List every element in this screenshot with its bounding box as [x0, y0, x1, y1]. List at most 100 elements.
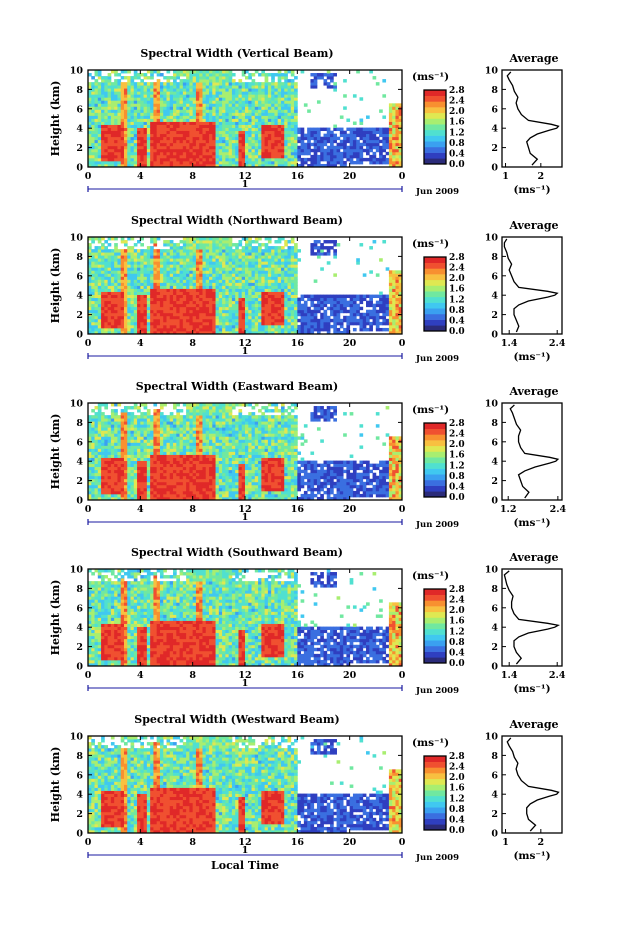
heatmap-cell — [97, 127, 102, 132]
heatmap-cell — [320, 243, 324, 247]
heatmap-cell — [182, 309, 187, 314]
heatmap-cell — [231, 327, 236, 332]
heatmap-cell — [290, 142, 295, 147]
heatmap-cell — [130, 124, 135, 128]
heatmap-cell — [189, 133, 194, 138]
heatmap-cell — [130, 106, 135, 110]
heatmap-cell — [137, 276, 141, 280]
heatmap-cell — [228, 243, 233, 247]
heatmap-cell — [310, 85, 315, 89]
heatmap-cell — [379, 154, 383, 159]
heatmap-cell — [173, 306, 177, 311]
colorbar-tick-label: 1.6 — [449, 118, 465, 128]
heatmap-cell — [97, 112, 102, 116]
heatmap-cell — [280, 279, 285, 283]
heatmap-cell — [176, 321, 180, 326]
heatmap-cell — [140, 258, 144, 262]
heatmap-cell — [166, 109, 171, 113]
heatmap-cell — [179, 85, 184, 89]
heatmap-cell — [303, 306, 308, 311]
heatmap-cell — [182, 312, 187, 317]
heatmap-cell — [166, 309, 171, 314]
heatmap-cell — [176, 154, 180, 159]
heatmap-cell — [176, 106, 180, 110]
heatmap-cell — [97, 306, 102, 311]
heatmap-cell — [91, 118, 95, 122]
heatmap-cell — [143, 136, 148, 141]
heatmap-cell — [326, 306, 331, 311]
heatmap-cell — [159, 258, 164, 262]
heatmap-cell — [133, 154, 138, 159]
heatmap-cell — [169, 100, 174, 104]
heatmap-cell — [287, 91, 292, 95]
heatmap-cell — [294, 139, 298, 144]
heatmap-cell — [205, 145, 210, 150]
heatmap-cell — [202, 300, 207, 305]
heatmap-cell — [333, 73, 337, 77]
heatmap-cell — [231, 312, 236, 317]
heatmap-cell — [120, 285, 125, 289]
heatmap-cell — [290, 133, 295, 138]
heatmap-cell — [248, 154, 252, 159]
heatmap-cell — [110, 133, 115, 138]
heatmap-cell — [284, 249, 288, 253]
heatmap-cell — [101, 285, 105, 289]
heatmap-cell — [264, 127, 269, 132]
heatmap-cell — [215, 73, 220, 77]
heatmap-cell — [97, 94, 102, 98]
heatmap-cell — [94, 327, 99, 332]
heatmap-cell — [169, 136, 174, 141]
heatmap-cell — [127, 157, 131, 162]
heatmap-cell — [271, 103, 275, 107]
heatmap-cell — [241, 306, 246, 311]
heatmap-cell — [261, 91, 266, 95]
heatmap-cell — [287, 79, 292, 83]
heatmap-cell — [212, 252, 216, 256]
heatmap-cell — [297, 127, 301, 132]
heatmap-cell — [182, 121, 187, 125]
heatmap-cell — [133, 127, 138, 132]
heatmap-cell — [189, 127, 194, 132]
heatmap-cell — [231, 145, 236, 150]
heatmap-cell — [192, 106, 197, 110]
heatmap-cell — [218, 88, 223, 92]
date-mark: 1 — [242, 179, 249, 190]
heatmap-cell — [153, 309, 158, 314]
heatmap-cell — [127, 321, 131, 326]
heatmap-cell — [388, 312, 393, 317]
heatmap-cell — [352, 327, 357, 332]
heatmap-cell — [251, 145, 256, 150]
heatmap-cell — [150, 151, 154, 156]
heatmap-cell — [356, 306, 360, 311]
heatmap-cell — [366, 142, 370, 147]
heatmap-cell — [150, 249, 154, 253]
heatmap-cell — [271, 288, 275, 292]
heatmap-cell — [235, 154, 239, 159]
heatmap-cell — [258, 130, 262, 135]
heatmap-cell — [189, 321, 194, 326]
heatmap-cell — [254, 321, 259, 326]
heatmap-cell — [163, 312, 167, 317]
heatmap-cell — [104, 91, 109, 95]
heatmap-cell — [133, 133, 138, 138]
heatmap-cell — [195, 318, 200, 323]
heatmap-cell — [120, 255, 125, 259]
heatmap-cell — [316, 160, 321, 165]
heatmap-cell — [297, 327, 301, 332]
heatmap-cell — [215, 267, 220, 271]
heatmap-cell — [277, 94, 282, 98]
heatmap-cell — [179, 318, 184, 323]
heatmap-cell — [143, 109, 148, 113]
heatmap-cell — [303, 157, 308, 162]
heatmap-cell — [248, 151, 252, 156]
heatmap-cell — [199, 306, 203, 311]
heatmap-cell — [395, 279, 400, 283]
heatmap-cell — [173, 115, 177, 119]
heatmap-cell — [264, 118, 269, 122]
heatmap-cell — [339, 303, 344, 308]
heatmap-cell — [137, 100, 141, 104]
heatmap-cell — [395, 124, 400, 128]
heatmap-cell — [114, 79, 118, 83]
heatmap-cell — [104, 94, 109, 98]
heatmap-cell — [146, 109, 151, 113]
